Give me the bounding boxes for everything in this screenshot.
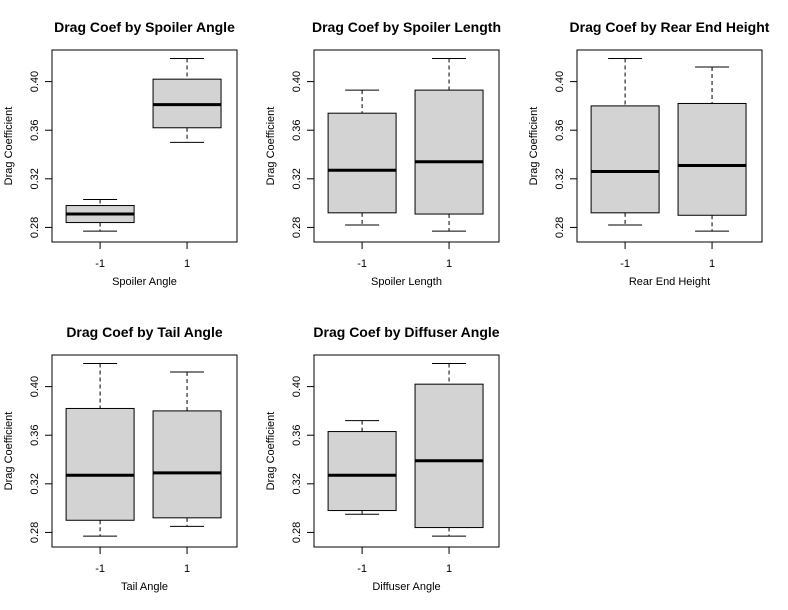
y-tick-label: 0.32 [291, 473, 303, 494]
chart-panel-4: Drag Coef by Tail Angle 0.28 0.32 0.36 0.40 -… [3, 324, 238, 593]
y-tick-label: 0.28 [29, 522, 41, 543]
y-axis-label: Drag Coefficient [528, 107, 540, 186]
y-tick-label: 0.32 [29, 473, 41, 494]
box-1 [414, 58, 484, 232]
y-tick-label: 0.32 [29, 168, 41, 189]
x-tick-label: 1 [184, 258, 190, 270]
plot-frame [313, 354, 500, 548]
y-tick-label: 0.28 [29, 217, 41, 238]
chart-title: Drag Coef by Spoiler Length [312, 19, 501, 35]
y-tick-label: 0.32 [554, 168, 566, 189]
x-axis-label: Rear End Height [629, 276, 710, 288]
chart-title: Drag Coef by Tail Angle [66, 324, 223, 340]
box--1 [590, 58, 660, 226]
plot-frame [51, 354, 238, 548]
iqr-box [327, 431, 397, 512]
iqr-box [414, 89, 484, 215]
x-tick-label: 1 [184, 563, 190, 575]
x-tick-label: 1 [446, 563, 452, 575]
box-1 [414, 363, 484, 537]
x-tick-label: 1 [709, 258, 715, 270]
x-tick-label: -1 [95, 563, 105, 575]
chart-panel-5: Drag Coef by Diffuser Angle 0.28 0.32 0.36 0… [265, 324, 500, 593]
y-tick-label: 0.36 [29, 424, 41, 445]
box-1 [152, 58, 222, 143]
y-tick-label: 0.28 [291, 522, 303, 543]
x-tick-label: -1 [95, 258, 105, 270]
iqr-box [327, 112, 397, 214]
y-tick-label: 0.40 [554, 71, 566, 92]
y-tick-label: 0.28 [554, 217, 566, 238]
x-tick-label: -1 [357, 258, 367, 270]
y-axis-label: Drag Coefficient [265, 107, 277, 186]
box-1 [152, 371, 222, 527]
iqr-box [677, 102, 747, 216]
chart-title: Drag Coef by Spoiler Angle [54, 19, 235, 35]
plot-frame [51, 49, 238, 243]
box--1 [65, 198, 135, 232]
y-tick-label: 0.36 [554, 119, 566, 140]
x-axis-label: Spoiler Length [371, 276, 442, 288]
box--1 [327, 420, 397, 515]
iqr-box [414, 383, 484, 529]
y-tick-label: 0.32 [291, 168, 303, 189]
x-tick-label: -1 [357, 563, 367, 575]
iqr-box [152, 410, 222, 519]
y-tick-label: 0.28 [291, 217, 303, 238]
x-tick-label: -1 [620, 258, 630, 270]
chart-title: Drag Coef by Diffuser Angle [313, 324, 499, 340]
chart-panel-3: Drag Coef by Rear End Height 0.28 0.32 0.36… [528, 19, 770, 288]
y-tick-label: 0.36 [29, 119, 41, 140]
y-axis-label: Drag Coefficient [3, 412, 15, 491]
x-axis-label: Spoiler Angle [112, 276, 177, 288]
y-tick-label: 0.40 [29, 376, 41, 397]
y-tick-label: 0.40 [291, 376, 303, 397]
x-axis-label: Tail Angle [121, 581, 168, 593]
y-tick-label: 0.36 [291, 424, 303, 445]
x-axis-label: Diffuser Angle [372, 581, 440, 593]
iqr-box [590, 105, 660, 214]
chart-title: Drag Coef by Rear End Height [570, 19, 770, 35]
y-axis-label: Drag Coefficient [265, 412, 277, 491]
box-1 [677, 66, 747, 232]
box--1 [327, 89, 397, 226]
y-tick-label: 0.40 [291, 71, 303, 92]
x-tick-label: 1 [446, 258, 452, 270]
y-axis-label: Drag Coefficient [3, 107, 15, 186]
y-tick-label: 0.40 [29, 71, 41, 92]
chart-panel-1: Drag Coef by Spoiler Angle 0.28 0.32 0.36 0.… [3, 19, 238, 288]
iqr-box [65, 407, 135, 521]
plot-frame [313, 49, 500, 243]
chart-panel-2: Drag Coef by Spoiler Length 0.28 0.32 0.36 0… [265, 19, 501, 288]
y-tick-label: 0.36 [291, 119, 303, 140]
box--1 [65, 363, 135, 537]
plot-frame [576, 49, 763, 243]
